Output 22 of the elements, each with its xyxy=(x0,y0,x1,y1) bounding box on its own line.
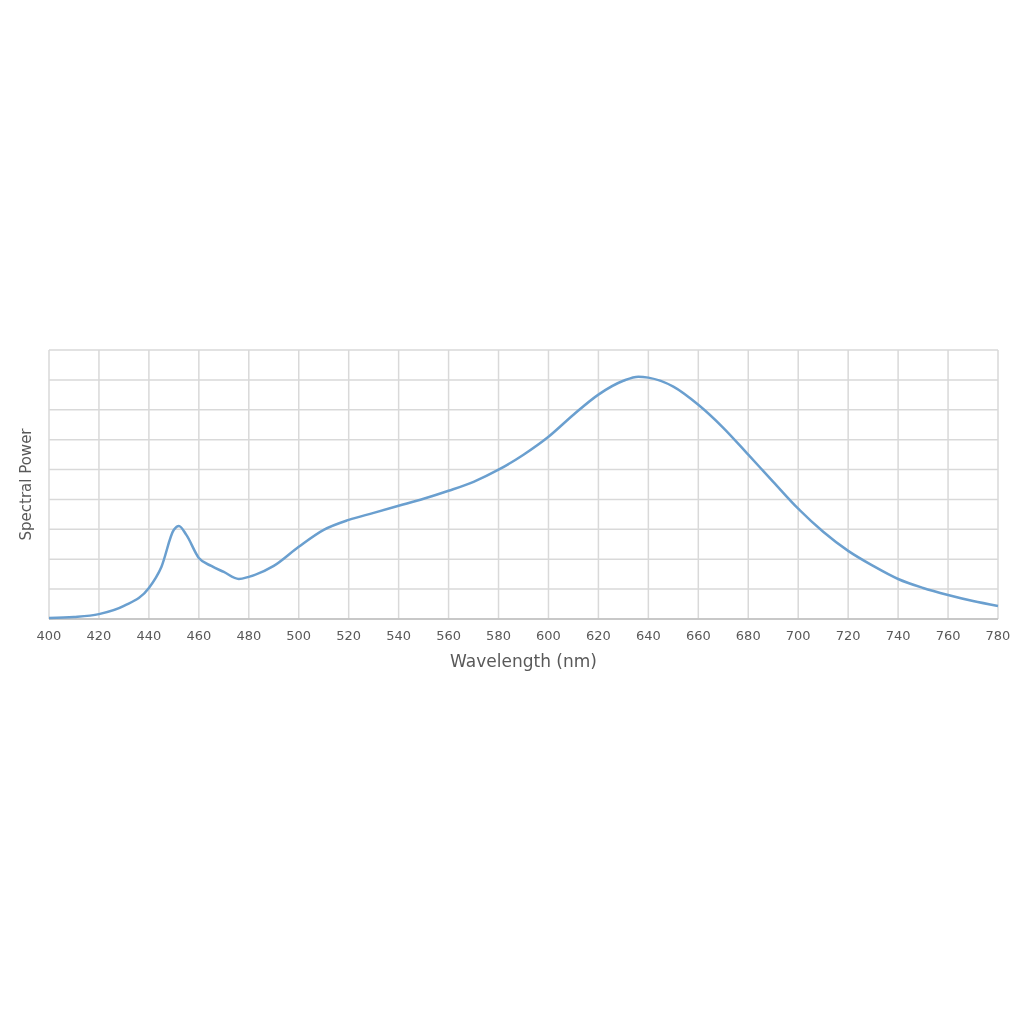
x-tick-label: 480 xyxy=(236,628,262,643)
x-axis-title: Wavelength (nm) xyxy=(450,651,597,671)
x-tick-label: 600 xyxy=(536,628,561,643)
x-tick-label: 580 xyxy=(486,628,511,643)
x-tick-label: 440 xyxy=(136,628,162,643)
x-tick-label: 560 xyxy=(436,628,461,643)
x-tick-label: 660 xyxy=(685,628,711,643)
x-tick-label: 680 xyxy=(735,628,761,643)
x-tick-label: 620 xyxy=(586,628,611,643)
x-tick-label: 520 xyxy=(336,628,362,643)
x-tick-label: 460 xyxy=(186,628,212,643)
x-tick-label: 740 xyxy=(885,628,911,643)
x-tick-label: 700 xyxy=(785,628,811,643)
x-tick-label: 420 xyxy=(86,628,112,643)
x-tick-label: 720 xyxy=(835,628,861,643)
x-tick-label: 540 xyxy=(386,628,412,643)
x-tick-label: 760 xyxy=(935,628,961,643)
x-tick-label: 500 xyxy=(286,628,312,643)
x-tick-label: 400 xyxy=(36,628,62,643)
x-tick-label: 780 xyxy=(985,628,1011,643)
y-axis-title: Spectral Power xyxy=(17,427,35,541)
x-tick-label: 640 xyxy=(635,628,661,643)
